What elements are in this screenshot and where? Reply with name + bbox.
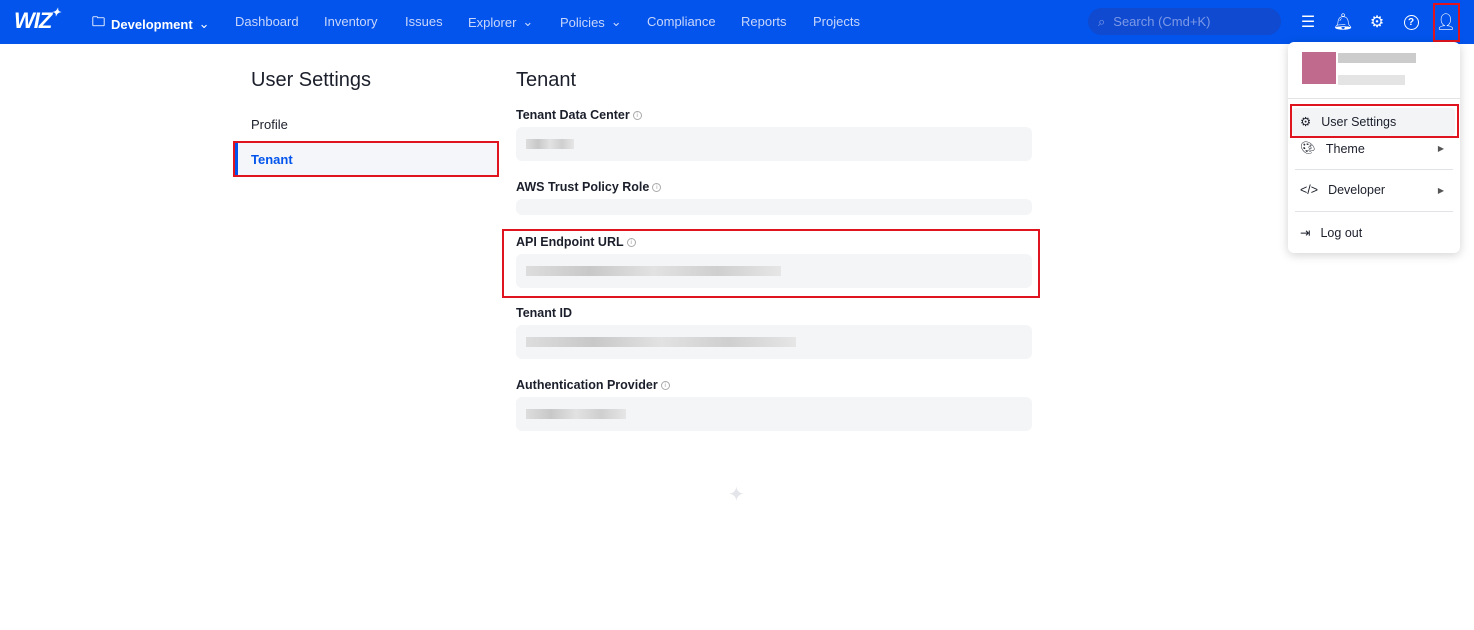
user-menu: ⚙ User Settings 🎨︎ Theme ▶ </> Developer ▶ …: [1288, 42, 1460, 253]
nav-policies[interactable]: Policies ⌄: [560, 14, 622, 30]
api-endpoint-url-field: [516, 254, 1032, 288]
aws-trust-policy-role-field: [516, 199, 1032, 215]
chevron-down-icon: ⌄: [522, 14, 534, 29]
nav-inventory[interactable]: Inventory: [324, 14, 378, 29]
caret-right-icon: ▶: [1437, 144, 1444, 153]
bell-icon[interactable]: 🔔︎: [1332, 14, 1354, 31]
code-icon: </>: [1300, 183, 1319, 197]
nav-dashboard[interactable]: Dashboard: [235, 14, 299, 29]
nav-issues[interactable]: Issues: [405, 14, 443, 29]
field-label: Authentication Provider i: [516, 378, 670, 392]
folder-icon: 🗀: [92, 14, 106, 29]
project-selector[interactable]: 🗀 Development ⌄: [92, 13, 210, 35]
menu-item-theme[interactable]: 🎨︎ Theme: [1300, 141, 1365, 156]
tenant-data-center-field: [516, 127, 1032, 161]
field-label: AWS Trust Policy Role i: [516, 180, 662, 194]
nav-reports[interactable]: Reports: [741, 14, 787, 29]
nav-projects[interactable]: Projects: [813, 14, 860, 29]
search-icon: ⌕: [1098, 13, 1106, 29]
menu-item-log-out[interactable]: ⇥ Log out: [1300, 225, 1363, 241]
page-title: Tenant: [516, 69, 577, 91]
sidebar-item-label: Tenant: [251, 152, 293, 167]
user-email-blurred: [1338, 75, 1405, 85]
top-nav: WIZ✦ 🗀 Development ⌄ Dashboard Inventory I…: [0, 0, 1474, 44]
connectors-icon[interactable]: ☰: [1300, 14, 1316, 31]
logout-icon: ⇥: [1300, 226, 1311, 240]
user-icon[interactable]: 👤︎: [1435, 14, 1457, 31]
sparkle-icon: ✦: [728, 484, 745, 506]
tenant-id-field: [516, 325, 1032, 359]
field-label: Tenant Data Center i: [516, 108, 642, 122]
info-icon[interactable]: i: [652, 182, 662, 192]
nav-explorer[interactable]: Explorer ⌄: [468, 14, 534, 30]
sidebar-title: User Settings: [251, 69, 372, 91]
authentication-provider-field: [516, 397, 1032, 431]
sidebar-item-tenant[interactable]: Tenant: [235, 143, 497, 175]
search-input[interactable]: ⌕ Search (Cmd+K): [1088, 8, 1281, 35]
user-name-blurred: [1338, 53, 1416, 63]
wiz-logo[interactable]: WIZ✦: [14, 6, 61, 33]
caret-right-icon: ▶: [1437, 186, 1444, 195]
help-icon[interactable]: ?: [1401, 12, 1421, 32]
menu-item-developer[interactable]: </> Developer: [1300, 183, 1386, 197]
field-label: Tenant ID: [516, 306, 573, 320]
gear-icon[interactable]: ⚙: [1369, 14, 1385, 31]
chevron-down-icon: ⌄: [610, 14, 622, 29]
highlight-user-button: [1433, 3, 1460, 42]
chevron-down-icon: ⌄: [198, 16, 210, 31]
info-icon[interactable]: i: [626, 237, 636, 247]
info-icon[interactable]: i: [660, 380, 670, 390]
nav-compliance[interactable]: Compliance: [647, 14, 716, 29]
avatar: [1302, 52, 1336, 84]
sidebar-item-profile[interactable]: Profile: [251, 117, 288, 132]
field-label: API Endpoint URL i: [516, 235, 636, 249]
palette-icon: 🎨︎: [1300, 141, 1316, 155]
gear-icon: ⚙: [1300, 115, 1312, 129]
highlight-user-settings: [1290, 104, 1459, 138]
info-icon[interactable]: i: [632, 110, 642, 120]
highlight-tenant: [233, 141, 499, 177]
menu-item-user-settings[interactable]: ⚙ User Settings: [1292, 108, 1455, 136]
highlight-api-endpoint: [502, 229, 1040, 298]
